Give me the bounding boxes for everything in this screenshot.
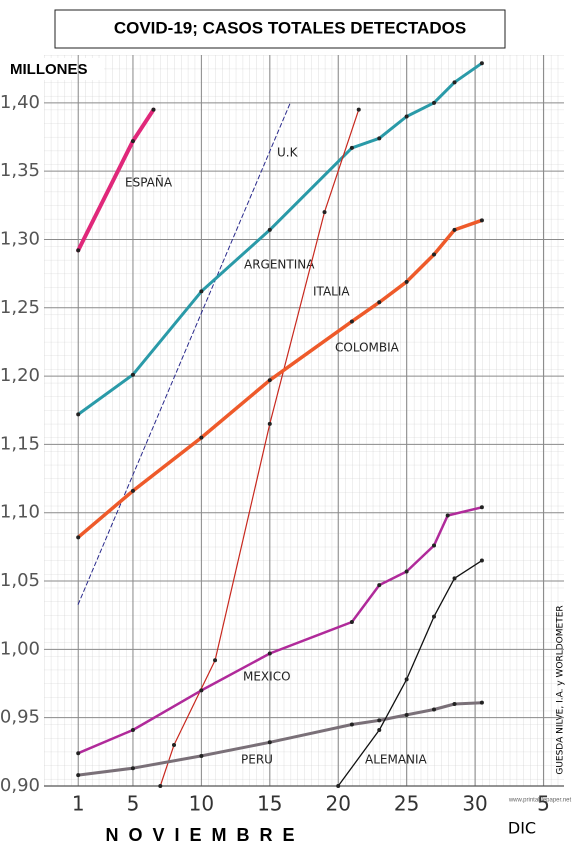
y-tick-label: 1,05 bbox=[0, 570, 40, 591]
y-label-box bbox=[4, 58, 104, 80]
series-line bbox=[76, 61, 484, 416]
point bbox=[130, 727, 135, 732]
point bbox=[349, 145, 354, 150]
point bbox=[377, 727, 382, 732]
point bbox=[130, 766, 135, 771]
point bbox=[349, 620, 354, 625]
point bbox=[172, 743, 176, 748]
y-tick-label: 1,40 bbox=[0, 92, 40, 113]
y-tick-label: 0,95 bbox=[0, 707, 40, 728]
point bbox=[377, 583, 382, 588]
x-tick-label: 20 bbox=[325, 792, 350, 816]
point bbox=[479, 558, 484, 563]
point bbox=[267, 378, 272, 383]
x-tick-label: 10 bbox=[189, 792, 214, 816]
point bbox=[349, 319, 354, 324]
x-tick-label: 15 bbox=[257, 792, 282, 816]
point bbox=[432, 252, 436, 257]
point bbox=[377, 718, 382, 723]
point bbox=[432, 543, 436, 548]
source: GUESDA NILVE, I.A. y WORLDOMETER bbox=[556, 605, 566, 774]
x-tick-label: 5 bbox=[127, 792, 140, 816]
y-tick-label: 1,30 bbox=[0, 228, 40, 249]
y-tick-label: 1,25 bbox=[0, 297, 40, 318]
point bbox=[479, 505, 484, 510]
y-tick-label: 1,10 bbox=[0, 502, 40, 523]
point bbox=[432, 707, 436, 712]
point bbox=[130, 488, 135, 493]
series-line bbox=[159, 109, 360, 787]
point bbox=[404, 677, 409, 682]
series-label: ESPAÑA bbox=[125, 175, 173, 190]
series-label: ARGENTINA bbox=[244, 258, 315, 272]
point bbox=[267, 651, 272, 656]
point bbox=[267, 740, 272, 745]
point bbox=[404, 114, 409, 119]
point bbox=[479, 700, 484, 705]
y-tick-label: 1,15 bbox=[0, 433, 40, 454]
point bbox=[76, 773, 81, 778]
x-axis-label-dec: DIC bbox=[508, 819, 536, 838]
point bbox=[479, 61, 484, 66]
y-tick-label: 1,35 bbox=[0, 160, 40, 181]
point bbox=[336, 784, 341, 788]
series-label: ALEMANIA bbox=[365, 753, 428, 767]
series-label: MEXICO bbox=[243, 670, 291, 684]
point bbox=[452, 576, 457, 581]
point bbox=[267, 227, 272, 232]
y-tick-label: 1,00 bbox=[0, 638, 40, 659]
title-box bbox=[54, 9, 506, 49]
series-label: U.K bbox=[277, 146, 299, 160]
series-line bbox=[76, 218, 484, 540]
x-tick-label: 5 bbox=[537, 792, 550, 816]
point bbox=[356, 107, 361, 112]
point bbox=[479, 218, 484, 223]
x-tick-label: 1 bbox=[72, 792, 85, 816]
point bbox=[130, 139, 135, 144]
point bbox=[76, 535, 81, 540]
series-line bbox=[77, 102, 291, 605]
x-tick-label: 30 bbox=[462, 792, 487, 816]
point bbox=[377, 136, 382, 141]
point bbox=[322, 210, 327, 215]
point bbox=[377, 300, 382, 305]
point bbox=[199, 688, 204, 693]
point bbox=[452, 702, 457, 707]
series-label: COLOMBIA bbox=[335, 341, 400, 355]
point bbox=[452, 80, 457, 85]
graph-paper bbox=[44, 55, 564, 786]
point bbox=[404, 569, 409, 574]
x-axis-label: NOVIEMBRE bbox=[105, 825, 304, 845]
x-tick-label: 25 bbox=[394, 792, 419, 816]
point bbox=[76, 751, 81, 756]
series-line bbox=[76, 701, 484, 777]
point bbox=[213, 658, 218, 663]
point bbox=[199, 289, 204, 294]
point bbox=[432, 100, 436, 105]
point bbox=[404, 279, 409, 284]
point bbox=[130, 372, 135, 377]
series-label: PERU bbox=[241, 753, 273, 767]
point bbox=[432, 614, 436, 619]
y-axis-label: MILLONES bbox=[10, 61, 88, 78]
point bbox=[349, 722, 354, 727]
point bbox=[158, 784, 163, 788]
point bbox=[151, 107, 156, 112]
point bbox=[199, 435, 204, 440]
point bbox=[76, 248, 81, 253]
series-line bbox=[76, 506, 484, 755]
chart-title: COVID-19; CASOS TOTALES DETECTADOS bbox=[114, 18, 466, 37]
point bbox=[199, 753, 204, 758]
series-label: ITALIA bbox=[313, 285, 350, 299]
y-tick-label: 0,90 bbox=[0, 775, 40, 796]
watermark: www.printablepaper.net bbox=[508, 798, 572, 804]
point bbox=[404, 712, 409, 717]
y-tick-label: 1,20 bbox=[0, 365, 40, 386]
point bbox=[76, 412, 81, 417]
point bbox=[452, 227, 457, 232]
series-line bbox=[337, 559, 483, 787]
point bbox=[445, 513, 450, 518]
point bbox=[267, 421, 272, 426]
